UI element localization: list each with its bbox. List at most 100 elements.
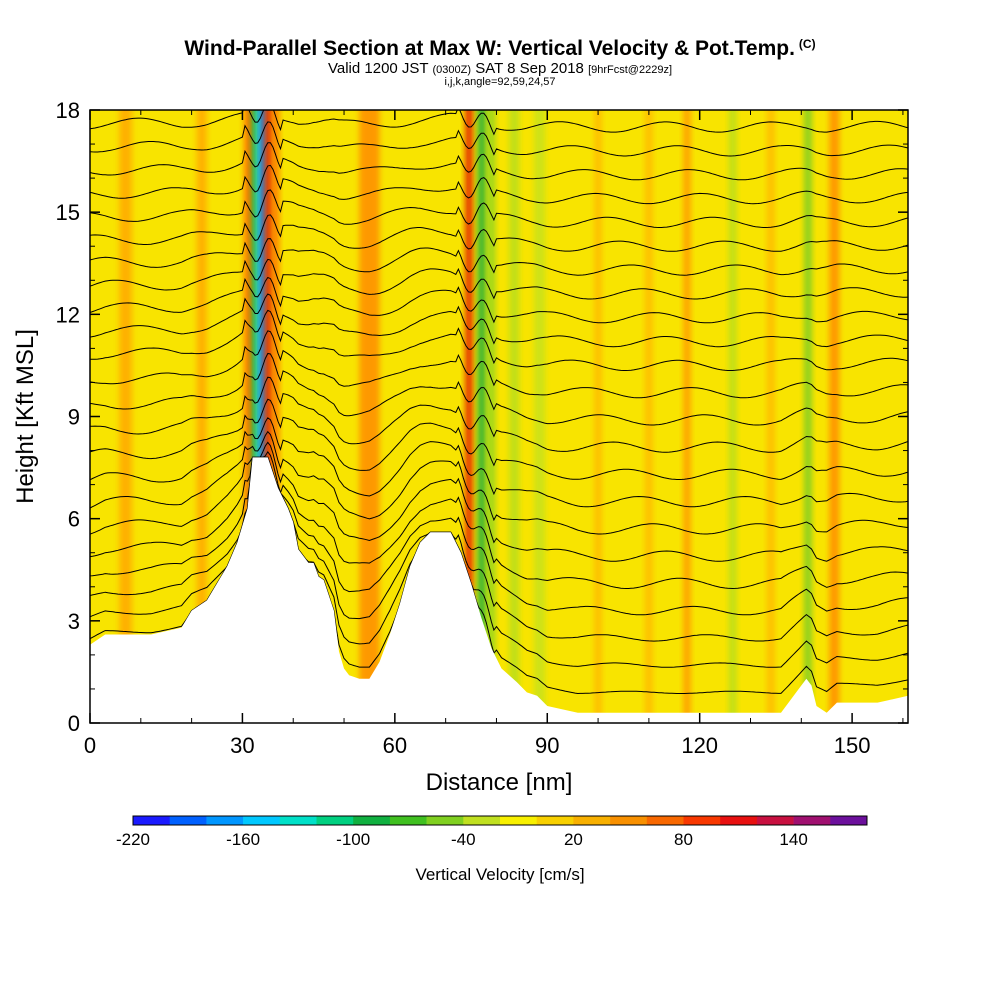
velocity-band	[264, 110, 273, 723]
colorbar-swatch	[830, 816, 868, 825]
theta-contour	[90, 142, 908, 181]
colorbar-swatch	[756, 816, 794, 825]
y-tick-label: 0	[68, 711, 80, 736]
velocity-band	[509, 110, 520, 723]
colorbar-swatch	[646, 816, 684, 825]
colorbar-swatch	[206, 816, 244, 825]
theta-contour	[90, 110, 908, 136]
theta-contour	[90, 398, 908, 480]
colorbar-swatch	[463, 816, 501, 825]
theta-contour	[90, 430, 908, 535]
theta-contours	[90, 110, 908, 695]
theta-contour	[90, 456, 908, 616]
theta-contour	[90, 441, 908, 562]
colorbar-swatch	[720, 816, 758, 825]
velocity-band	[196, 110, 207, 723]
theta-contour	[90, 258, 908, 300]
x-tick-label: 150	[834, 733, 871, 758]
theta-contour	[90, 330, 908, 399]
x-tick-label: 0	[84, 733, 96, 758]
theta-contour	[90, 456, 908, 642]
colorbar-label: 140	[779, 830, 807, 849]
theta-contour	[90, 276, 908, 324]
velocity-band	[477, 110, 487, 723]
colorbar-swatch	[353, 816, 391, 825]
valid-zulu: (0300Z)	[432, 64, 472, 76]
y-tick-label: 18	[56, 98, 80, 123]
theta-contour	[90, 293, 908, 348]
x-tick-label: 60	[383, 733, 407, 758]
x-axis: 0 30 60 90 120 150	[84, 110, 904, 758]
velocity-band	[728, 110, 737, 723]
colorbar-swatch	[169, 816, 207, 825]
theta-contour	[90, 309, 908, 371]
x-tick-label: 120	[681, 733, 718, 758]
colorbar-label: -220	[116, 830, 150, 849]
velocity-band	[829, 110, 840, 723]
velocity-band	[594, 110, 602, 723]
theta-contour	[90, 352, 908, 426]
colorbar-swatch	[243, 816, 281, 825]
valid-time: Valid 1200 JST	[327, 60, 429, 77]
chart-title: Wind-Parallel Section at Max W: Vertical…	[184, 37, 816, 60]
y-tick-label: 12	[56, 302, 80, 327]
colorbar: -220 -160 -100 -40 20 80 140	[116, 815, 868, 849]
colorbar-swatch	[793, 816, 831, 825]
colorbar-swatch	[426, 816, 464, 825]
y-tick-label: 15	[56, 200, 80, 225]
colorbar-swatch	[133, 816, 170, 825]
valid-date: SAT 8 Sep 2018	[475, 60, 584, 77]
colorbar-swatch	[573, 816, 611, 825]
velocity-band	[260, 110, 267, 723]
x-tick-label: 30	[230, 733, 254, 758]
x-tick-label: 90	[535, 733, 559, 758]
colorbar-swatch	[279, 816, 317, 825]
y-tick-label: 6	[68, 507, 80, 532]
x-axis-label: Distance [nm]	[426, 769, 573, 796]
velocity-band	[359, 110, 380, 723]
theta-contour	[90, 189, 908, 228]
y-axis-label: Height [Kft MSL]	[12, 329, 39, 504]
velocity-band	[119, 110, 132, 723]
velocity-band	[683, 110, 691, 723]
chart-subtitle: Valid 1200 JST (0300Z) SAT 8 Sep 2018 [9…	[0, 60, 1000, 77]
grid-info: i,j,k,angle=92,59,24,57	[444, 76, 556, 88]
colorbar-swatch	[536, 816, 574, 825]
y-tick-label: 3	[68, 609, 80, 634]
colorbar-label: -40	[451, 830, 476, 849]
velocity-band	[487, 110, 496, 723]
velocity-band	[534, 110, 546, 723]
colorbar-swatch	[500, 816, 537, 825]
colorbar-swatch	[610, 816, 648, 825]
theta-contour	[90, 376, 908, 453]
velocity-band	[255, 110, 264, 723]
velocity-band	[803, 110, 812, 723]
theta-contour	[90, 417, 908, 508]
colorbar-label: -100	[336, 830, 370, 849]
theta-contour	[90, 238, 908, 276]
terrain-mask	[90, 457, 908, 723]
y-tick-label: 9	[68, 405, 80, 430]
forecast-info: [9hrFcst@2229z]	[588, 64, 673, 76]
theta-contour	[90, 164, 908, 205]
plot-area	[89, 109, 909, 724]
colorbar-label: -160	[226, 830, 260, 849]
colorbar-label: 80	[674, 830, 693, 849]
colorbar-swatch	[316, 816, 354, 825]
colorbar-swatch	[683, 816, 721, 825]
velocity-bands	[119, 110, 840, 723]
theta-contour	[90, 456, 908, 668]
theta-contour	[90, 214, 908, 252]
colorbar-label: 20	[564, 830, 583, 849]
theta-contour	[90, 451, 908, 590]
velocity-band	[464, 110, 474, 723]
velocity-band	[767, 110, 775, 723]
colorbar-title: Vertical Velocity [cm/s]	[415, 865, 584, 884]
velocity-band	[645, 110, 653, 723]
theta-contour	[90, 121, 908, 157]
copyright-mark: (C)	[798, 37, 816, 51]
colorbar-frame	[132, 815, 868, 826]
colorbar-swatch	[389, 816, 427, 825]
y-axis: 0 3 6 9 12 15 18	[56, 98, 908, 736]
